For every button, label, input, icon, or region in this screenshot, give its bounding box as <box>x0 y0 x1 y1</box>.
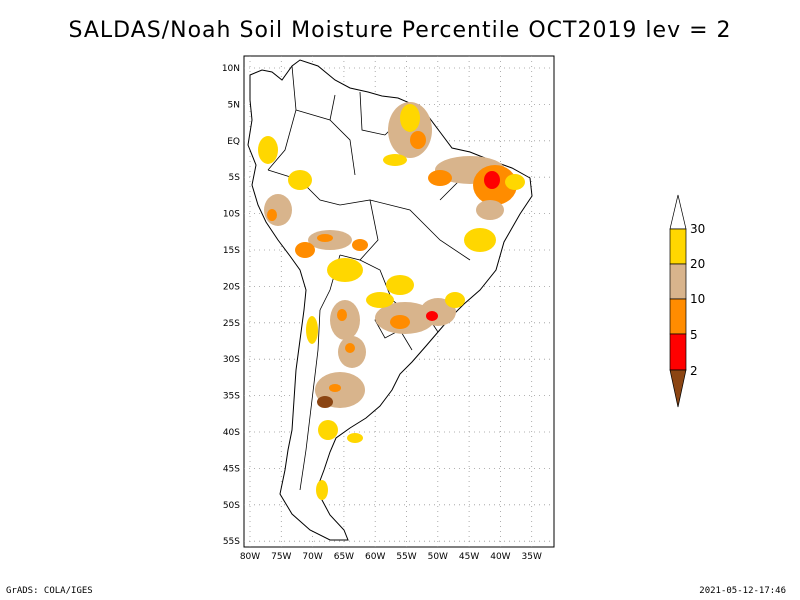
lat-tick-label: 30S <box>223 355 240 365</box>
lat-tick-label: 45S <box>223 464 240 474</box>
lon-tick-label: 60W <box>365 552 385 562</box>
lon-tick-label: 50W <box>428 552 448 562</box>
latitude-tick-labels: 10N 5N EQ 5S 10S 15S 20S 25S 30S 35S 40S 45S 50S 55S <box>222 64 240 547</box>
lat-tick-label: EQ <box>227 137 240 147</box>
map-title: SALDAS/Noah Soil Moisture Percentile OCT… <box>68 18 732 43</box>
lat-tick-label: 40S <box>223 428 240 438</box>
colorbar-label: 5 <box>690 328 698 342</box>
lat-tick-label: 5N <box>228 100 240 110</box>
lat-tick-label: 35S <box>223 392 240 402</box>
colorbar <box>669 194 687 408</box>
lat-tick-label: 10S <box>223 210 240 220</box>
lon-tick-label: 45W <box>459 552 479 562</box>
percentile-patches <box>258 102 525 500</box>
colorbar-labels: 30 20 10 5 2 <box>690 222 705 378</box>
lon-tick-label: 65W <box>334 552 354 562</box>
lat-tick-label: 20S <box>223 282 240 292</box>
lat-tick-label: 15S <box>223 246 240 256</box>
lat-tick-label: 5S <box>229 173 241 183</box>
footer-credit: GrADS: COLA/IGES <box>6 586 93 596</box>
longitude-tick-labels: 80W 75W 70W 65W 60W 55W 50W 45W 40W 35W <box>240 552 542 562</box>
lat-tick-label: 10N <box>222 64 240 74</box>
lon-tick-label: 40W <box>490 552 510 562</box>
colorbar-label: 30 <box>690 222 705 236</box>
lon-tick-label: 55W <box>396 552 416 562</box>
colorbar-label: 2 <box>690 364 698 378</box>
colorbar-label: 20 <box>690 257 705 271</box>
colorbar-label: 10 <box>690 292 705 306</box>
lon-tick-label: 75W <box>271 552 291 562</box>
colorbar-5-10 <box>669 298 687 335</box>
lon-tick-label: 80W <box>240 552 260 562</box>
lat-tick-label: 25S <box>223 319 240 329</box>
lat-tick-label: 55S <box>223 537 240 547</box>
lon-tick-label: 35W <box>522 552 542 562</box>
colorbar-10-20 <box>669 263 687 300</box>
colorbar-below-2 <box>669 369 687 408</box>
lon-tick-label: 70W <box>302 552 322 562</box>
colorbar-above-30 <box>669 194 687 230</box>
colorbar-20-30 <box>669 228 687 265</box>
lat-tick-label: 50S <box>223 501 240 511</box>
footer-timestamp: 2021-05-12-17:46 <box>699 586 786 596</box>
colorbar-2-5 <box>669 333 687 371</box>
